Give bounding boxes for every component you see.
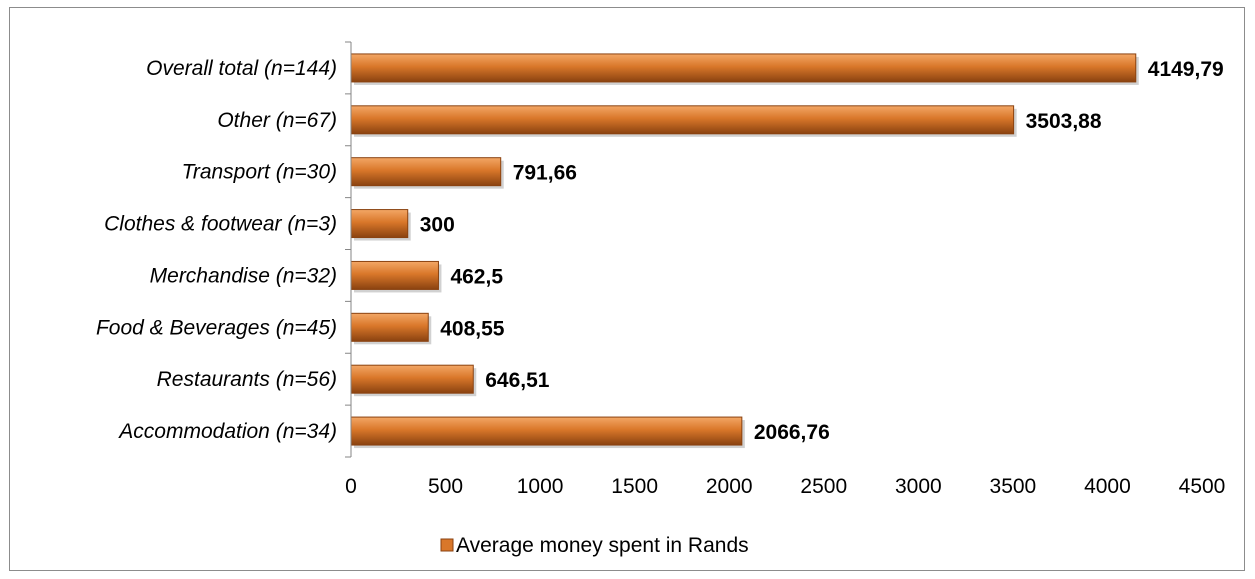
category-label: Clothes & footwear (n=3) [104,213,337,236]
axis-layer: 0 500 1000 1500 2000 2500 3000 3500 4000 4500 [345,41,1226,498]
data-label: 791,66 [513,162,577,185]
category-label: Food & Beverages (n=45) [96,316,337,339]
data-label: 408,55 [440,317,505,340]
data-label: 462,5 [450,265,503,288]
x-tick-label: 1500 [611,475,658,498]
category-label: Restaurants (n=56) [157,368,337,391]
bar [350,364,474,394]
category-label: Merchandise (n=32) [150,264,337,287]
x-tick-label: 1000 [517,475,564,498]
bar [350,260,439,290]
bar [350,209,409,239]
data-label: 300 [420,214,455,237]
bar [350,312,429,342]
legend-swatch [440,538,454,552]
x-tick-label: 500 [428,475,463,498]
x-tick-label: 3500 [990,475,1037,498]
legend: Average money spent in Rands [440,534,749,557]
data-label: 2066,76 [754,421,830,444]
bar [350,416,743,446]
bar [350,157,502,187]
x-tick-label: 2000 [706,475,753,498]
category-label: Overall total (n=144) [146,57,337,80]
labels-layer: 2066,76 Accommodation (n=34) 646,51 Restaur… [96,57,1224,444]
bar [350,105,1015,135]
x-tick-label: 2500 [800,475,847,498]
legend-label: Average money spent in Rands [456,534,749,557]
bar-chart: 2066,76 Accommodation (n=34) 646,51 Restaur… [96,41,1226,557]
x-tick-label: 4500 [1179,475,1226,498]
category-label: Transport (n=30) [182,161,337,184]
x-tick-label: 4000 [1084,475,1131,498]
bars-layer [350,53,1139,449]
data-label: 4149,79 [1148,58,1224,81]
bar [350,53,1137,83]
category-label: Other (n=67) [217,109,337,132]
data-label: 3503,88 [1026,110,1102,133]
chart-frame: 2066,76 Accommodation (n=34) 646,51 Restaur… [9,7,1245,571]
data-label: 646,51 [485,369,550,392]
x-tick-label: 0 [345,475,357,498]
category-label: Accommodation (n=34) [117,420,337,443]
x-tick-label: 3000 [895,475,942,498]
